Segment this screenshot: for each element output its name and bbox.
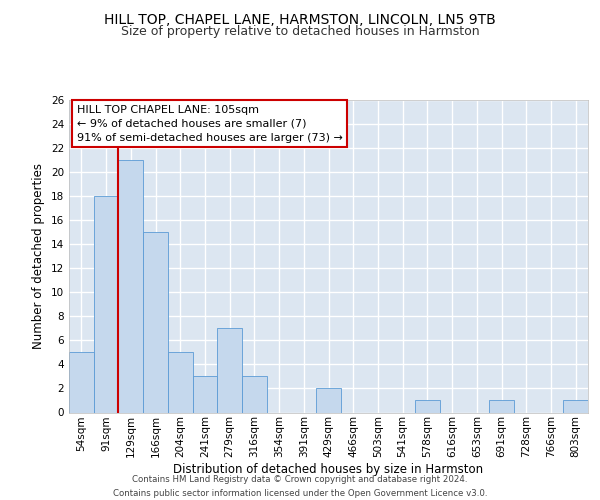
Bar [143, 232, 168, 412]
Bar [193, 376, 217, 412]
Y-axis label: Number of detached properties: Number of detached properties [32, 163, 46, 349]
Bar [168, 352, 193, 412]
X-axis label: Distribution of detached houses by size in Harmston: Distribution of detached houses by size … [173, 463, 484, 476]
Bar [118, 160, 143, 412]
Text: HILL TOP, CHAPEL LANE, HARMSTON, LINCOLN, LN5 9TB: HILL TOP, CHAPEL LANE, HARMSTON, LINCOLN… [104, 12, 496, 26]
Text: HILL TOP CHAPEL LANE: 105sqm
← 9% of detached houses are smaller (7)
91% of semi: HILL TOP CHAPEL LANE: 105sqm ← 9% of det… [77, 104, 343, 142]
Bar [415, 400, 440, 412]
Text: Size of property relative to detached houses in Harmston: Size of property relative to detached ho… [121, 25, 479, 38]
Bar [316, 388, 341, 412]
Bar [69, 352, 94, 412]
Bar [217, 328, 242, 412]
Bar [94, 196, 118, 412]
Bar [489, 400, 514, 412]
Text: Contains HM Land Registry data © Crown copyright and database right 2024.
Contai: Contains HM Land Registry data © Crown c… [113, 476, 487, 498]
Bar [242, 376, 267, 412]
Bar [563, 400, 588, 412]
